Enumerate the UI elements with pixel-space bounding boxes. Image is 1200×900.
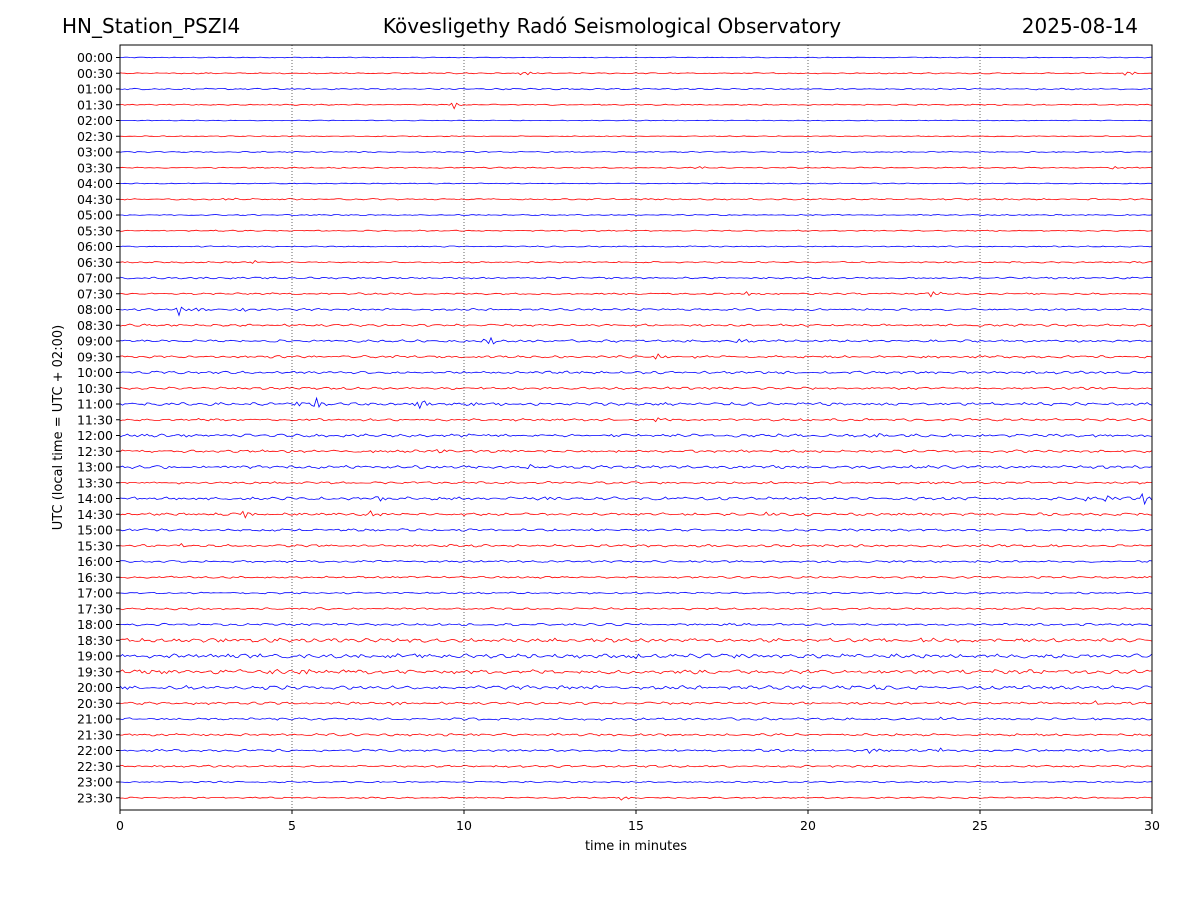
- y-tick-label: 17:00: [77, 586, 113, 601]
- trace-1330: [119, 481, 1152, 485]
- y-tick-label: 05:00: [77, 208, 113, 223]
- y-tick-label: 23:00: [77, 775, 113, 790]
- y-tick-label: 00:30: [77, 66, 113, 81]
- y-tick-label: 21:00: [77, 712, 113, 727]
- trace-0230: [119, 135, 1153, 138]
- y-tick-label: 08:00: [77, 302, 113, 317]
- trace-2300: [119, 780, 1153, 784]
- y-tick-label: 09:00: [77, 334, 113, 349]
- trace-1900: [119, 653, 1153, 660]
- y-tick-label: 07:00: [77, 271, 113, 286]
- trace-1100: [119, 396, 1153, 410]
- trace-0100: [119, 87, 1153, 91]
- trace-0500: [120, 213, 1153, 217]
- y-tick-label: 08:30: [77, 318, 113, 333]
- y-tick-label: 20:00: [77, 680, 113, 695]
- station-name: HN_Station_PSZI4: [62, 14, 241, 38]
- y-tick-label: 15:00: [77, 523, 113, 538]
- trace-0330: [119, 165, 1153, 170]
- y-axis: 00:0000:3001:0001:3002:0002:3003:0003:30…: [77, 50, 120, 805]
- x-tick-label: 25: [972, 818, 988, 833]
- chart-title: Kövesligethy Radó Seismological Observat…: [382, 14, 842, 38]
- y-tick-label: 03:00: [77, 145, 113, 160]
- y-tick-label: 13:00: [77, 460, 113, 475]
- y-tick-label: 10:30: [77, 381, 113, 396]
- y-tick-label: 19:00: [77, 649, 113, 664]
- y-tick-label: 20:30: [77, 696, 113, 711]
- y-tick-label: 06:30: [77, 255, 113, 270]
- y-tick-label: 17:30: [77, 601, 113, 616]
- y-tick-label: 12:30: [77, 444, 113, 459]
- y-tick-label: 16:30: [77, 570, 113, 585]
- trace-0930: [119, 353, 1153, 360]
- trace-0800: [119, 306, 1153, 317]
- y-tick-label: 01:30: [77, 97, 113, 112]
- y-tick-label: 11:30: [77, 412, 113, 427]
- trace-1500: [119, 528, 1153, 532]
- grid-lines: [291, 45, 981, 810]
- y-tick-label: 15:30: [77, 538, 113, 553]
- y-tick-label: 01:00: [77, 82, 113, 97]
- y-tick-label: 10:00: [77, 365, 113, 380]
- y-tick-label: 16:00: [77, 554, 113, 569]
- x-tick-label: 20: [800, 818, 816, 833]
- y-tick-label: 18:30: [77, 633, 113, 648]
- y-tick-label: 14:30: [77, 507, 113, 522]
- trace-1430: [119, 510, 1153, 519]
- trace-1930: [119, 669, 1153, 675]
- y-tick-label: 14:00: [77, 491, 113, 506]
- y-tick-label: 02:00: [77, 113, 113, 128]
- y-tick-label: 00:00: [77, 50, 113, 65]
- y-tick-label: 04:00: [77, 176, 113, 191]
- y-axis-label: UTC (local time = UTC + 02:00): [51, 325, 66, 530]
- trace-1130: [119, 417, 1153, 423]
- y-tick-label: 05:30: [77, 223, 113, 238]
- x-axis: 0 5 10 15 20 25 30: [116, 810, 1160, 833]
- trace-0900: [119, 336, 1152, 345]
- y-tick-label: 18:00: [77, 617, 113, 632]
- x-tick-label: 5: [288, 818, 296, 833]
- x-axis-label: time in minutes: [585, 839, 687, 854]
- x-tick-label: 0: [116, 818, 124, 833]
- trace-0300: [119, 150, 1153, 154]
- trace-0700: [119, 276, 1153, 280]
- y-tick-label: 09:30: [77, 349, 113, 364]
- x-tick-label: 10: [456, 818, 472, 833]
- y-tick-label: 19:30: [77, 664, 113, 679]
- y-tick-label: 04:30: [77, 192, 113, 207]
- y-tick-label: 23:30: [77, 790, 113, 805]
- y-tick-label: 06:00: [77, 239, 113, 254]
- y-tick-label: 03:30: [77, 160, 113, 175]
- y-tick-label: 13:30: [77, 475, 113, 490]
- trace-1730: [119, 607, 1153, 611]
- chart-date: 2025-08-14: [1021, 14, 1138, 38]
- y-tick-label: 12:00: [77, 428, 113, 443]
- y-tick-label: 11:00: [77, 397, 113, 412]
- y-tick-label: 21:30: [77, 727, 113, 742]
- x-tick-label: 30: [1144, 818, 1160, 833]
- y-tick-label: 02:30: [77, 129, 113, 144]
- x-tick-label: 15: [628, 818, 644, 833]
- trace-1700: [119, 591, 1153, 595]
- y-tick-label: 22:30: [77, 759, 113, 774]
- y-tick-label: 07:30: [77, 286, 113, 301]
- trace-2130: [120, 733, 1153, 737]
- trace-1830: [119, 637, 1153, 643]
- y-tick-label: 22:00: [77, 743, 113, 758]
